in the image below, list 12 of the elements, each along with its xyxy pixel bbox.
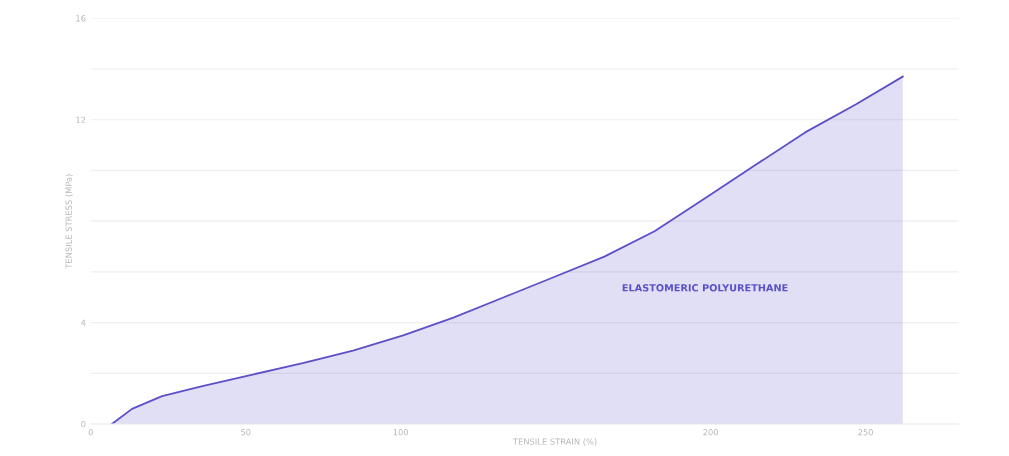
x-tick-label: 0 bbox=[88, 429, 93, 436]
y-tick-label: 12 bbox=[76, 116, 86, 123]
x-tick-label: 50 bbox=[241, 429, 251, 436]
y-tick-label: 4 bbox=[81, 319, 86, 326]
x-axis-title: TENSILE STRAIN (%) bbox=[512, 438, 597, 446]
y-tick-label: 16 bbox=[76, 15, 86, 22]
y-tick-label: 0 bbox=[81, 421, 86, 428]
y-axis-title: TENSILE STRESS (MPa) bbox=[65, 174, 73, 269]
x-tick-label: 250 bbox=[858, 429, 873, 436]
x-tick-label: 200 bbox=[703, 429, 719, 436]
x-tick-label: 100 bbox=[393, 429, 409, 436]
series-label: ELASTOMERIC POLYURETHANE bbox=[622, 284, 788, 292]
